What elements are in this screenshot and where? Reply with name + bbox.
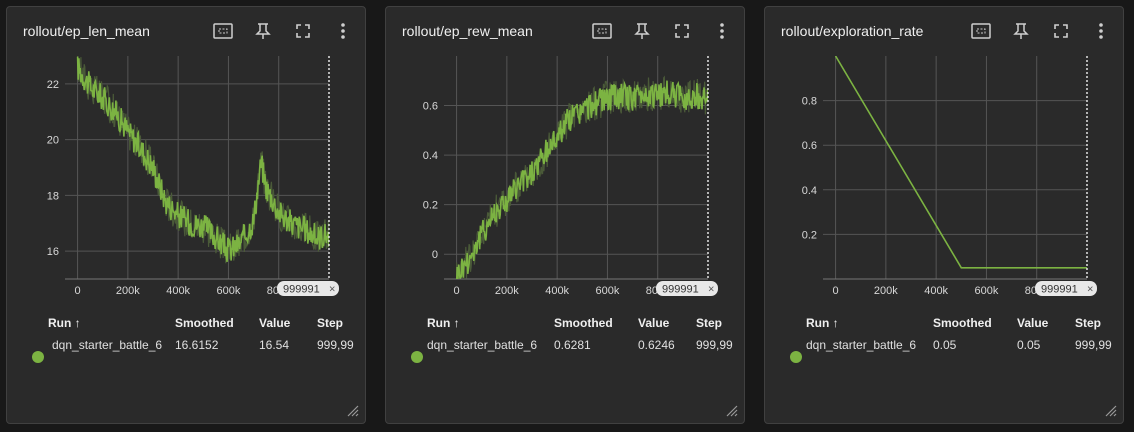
- resize-handle-icon[interactable]: [1103, 403, 1117, 417]
- col-header-value[interactable]: Value: [1017, 316, 1049, 330]
- run-name: dqn_starter_battle_6: [427, 338, 538, 352]
- run-color-dot[interactable]: [411, 351, 423, 363]
- smoothed-value: 0.6281: [554, 338, 591, 352]
- card-title: rollout/ep_rew_mean: [402, 23, 533, 39]
- more-vert-icon[interactable]: [710, 19, 734, 43]
- step-badge-label: 999991: [1041, 284, 1078, 296]
- col-header-run[interactable]: Run ↑: [427, 316, 460, 330]
- x-tick-label: 400k: [166, 285, 190, 297]
- col-header-smoothed[interactable]: Smoothed: [933, 316, 992, 330]
- line-chart[interactable]: 0.20.40.60.80200k400k600k800k999991×: [765, 51, 1123, 301]
- chart-svg: 0.20.40.60.80200k400k600k800k999991×: [802, 56, 1097, 297]
- series-line: [834, 56, 1087, 269]
- line-chart[interactable]: 00.20.40.60200k400k600k800k999991×: [386, 51, 744, 301]
- raw-value: 0.05: [1017, 338, 1041, 352]
- col-header-smoothed[interactable]: Smoothed: [175, 316, 234, 330]
- pin-icon[interactable]: [630, 19, 654, 43]
- chart-card-ep-len-mean: rollout/ep_len_mean 16 18 20 22 0 200k 400k 600…: [6, 6, 366, 424]
- fullscreen-icon[interactable]: [1049, 19, 1073, 43]
- step-badge-label: 999991: [283, 284, 320, 296]
- step-value: 999,99: [1075, 338, 1112, 352]
- close-icon: ×: [1087, 284, 1093, 296]
- col-header-value[interactable]: Value: [259, 316, 291, 330]
- col-header-run[interactable]: Run ↑: [806, 316, 839, 330]
- step-value: 999,99: [696, 338, 733, 352]
- resize-handle-icon[interactable]: [345, 403, 359, 417]
- step-badge: [655, 281, 718, 296]
- series-raw-line: [77, 56, 329, 264]
- run-name: dqn_starter_battle_6: [806, 338, 917, 352]
- chart-card-exploration-rate: rollout/exploration_rate 0.2 0.4 0.6 0.8 0 20…: [764, 6, 1124, 424]
- chart-card-ep-rew-mean: rollout/ep_rew_mean 0 0.2 0.4 0.6 0 200k 400k 6…: [385, 6, 745, 424]
- card-title: rollout/ep_len_mean: [23, 23, 150, 39]
- more-vert-icon[interactable]: [1089, 19, 1113, 43]
- raw-value: 16.54: [259, 338, 290, 352]
- x-tick-label: 200k: [495, 285, 519, 297]
- more-vert-icon[interactable]: [331, 19, 355, 43]
- series-line: [76, 56, 329, 263]
- col-header-step[interactable]: Step: [696, 316, 723, 330]
- x-tick-label: 0: [454, 285, 460, 297]
- y-tick-label: 22: [47, 79, 59, 91]
- pin-icon[interactable]: [1009, 19, 1033, 43]
- x-tick-label: 0: [75, 285, 81, 297]
- run-color-dot[interactable]: [790, 351, 802, 363]
- fullscreen-icon[interactable]: [670, 19, 694, 43]
- line-chart[interactable]: 161820220200k400k600k800k999991×: [7, 51, 365, 301]
- smoothed-value: 0.05: [933, 338, 957, 352]
- close-icon: ×: [329, 284, 335, 296]
- fullscreen-icon[interactable]: [291, 19, 315, 43]
- y-tick-label: 18: [47, 190, 59, 202]
- card-title: rollout/exploration_rate: [781, 23, 924, 39]
- y-tick-label: 0: [432, 249, 438, 261]
- x-tick-label: 600k: [595, 285, 619, 297]
- resize-handle-icon[interactable]: [724, 403, 738, 417]
- y-tick-label: 0.4: [423, 150, 438, 162]
- y-tick-label: 0.4: [802, 185, 817, 197]
- y-tick-label: 16: [47, 246, 59, 258]
- series-line: [455, 80, 708, 279]
- y-tick-label: 20: [47, 135, 59, 147]
- col-header-value[interactable]: Value: [638, 316, 670, 330]
- x-tick-label: 600k: [216, 285, 240, 297]
- run-name: dqn_starter_battle_6: [52, 338, 163, 352]
- select-region-icon[interactable]: [590, 19, 614, 43]
- x-tick-label: 400k: [924, 285, 948, 297]
- y-tick-label: 0.2: [423, 200, 438, 212]
- step-badge: [276, 281, 339, 296]
- col-header-smoothed[interactable]: Smoothed: [554, 316, 613, 330]
- step-badge: [1034, 281, 1097, 296]
- run-color-dot[interactable]: [32, 351, 44, 363]
- x-tick-label: 200k: [874, 285, 898, 297]
- col-header-step[interactable]: Step: [317, 316, 344, 330]
- step-value: 999,99: [317, 338, 354, 352]
- select-region-icon[interactable]: [969, 19, 993, 43]
- pin-icon[interactable]: [251, 19, 275, 43]
- x-tick-label: 600k: [974, 285, 998, 297]
- col-header-run[interactable]: Run ↑: [48, 316, 81, 330]
- x-tick-label: 400k: [545, 285, 569, 297]
- select-region-icon[interactable]: [211, 19, 235, 43]
- y-tick-label: 0.6: [802, 140, 817, 152]
- col-header-step[interactable]: Step: [1075, 316, 1102, 330]
- y-tick-label: 0.8: [802, 96, 817, 108]
- chart-svg: 161820220200k400k600k800k999991×: [47, 56, 339, 297]
- y-tick-label: 0.2: [802, 229, 817, 241]
- smoothed-value: 16.6152: [175, 338, 219, 352]
- raw-value: 0.6246: [638, 338, 675, 352]
- y-tick-label: 0.6: [423, 101, 438, 113]
- x-tick-label: 0: [833, 285, 839, 297]
- close-icon: ×: [708, 284, 714, 296]
- step-badge-label: 999991: [662, 284, 699, 296]
- x-tick-label: 200k: [116, 285, 140, 297]
- chart-svg: 00.20.40.60200k400k600k800k999991×: [423, 56, 718, 297]
